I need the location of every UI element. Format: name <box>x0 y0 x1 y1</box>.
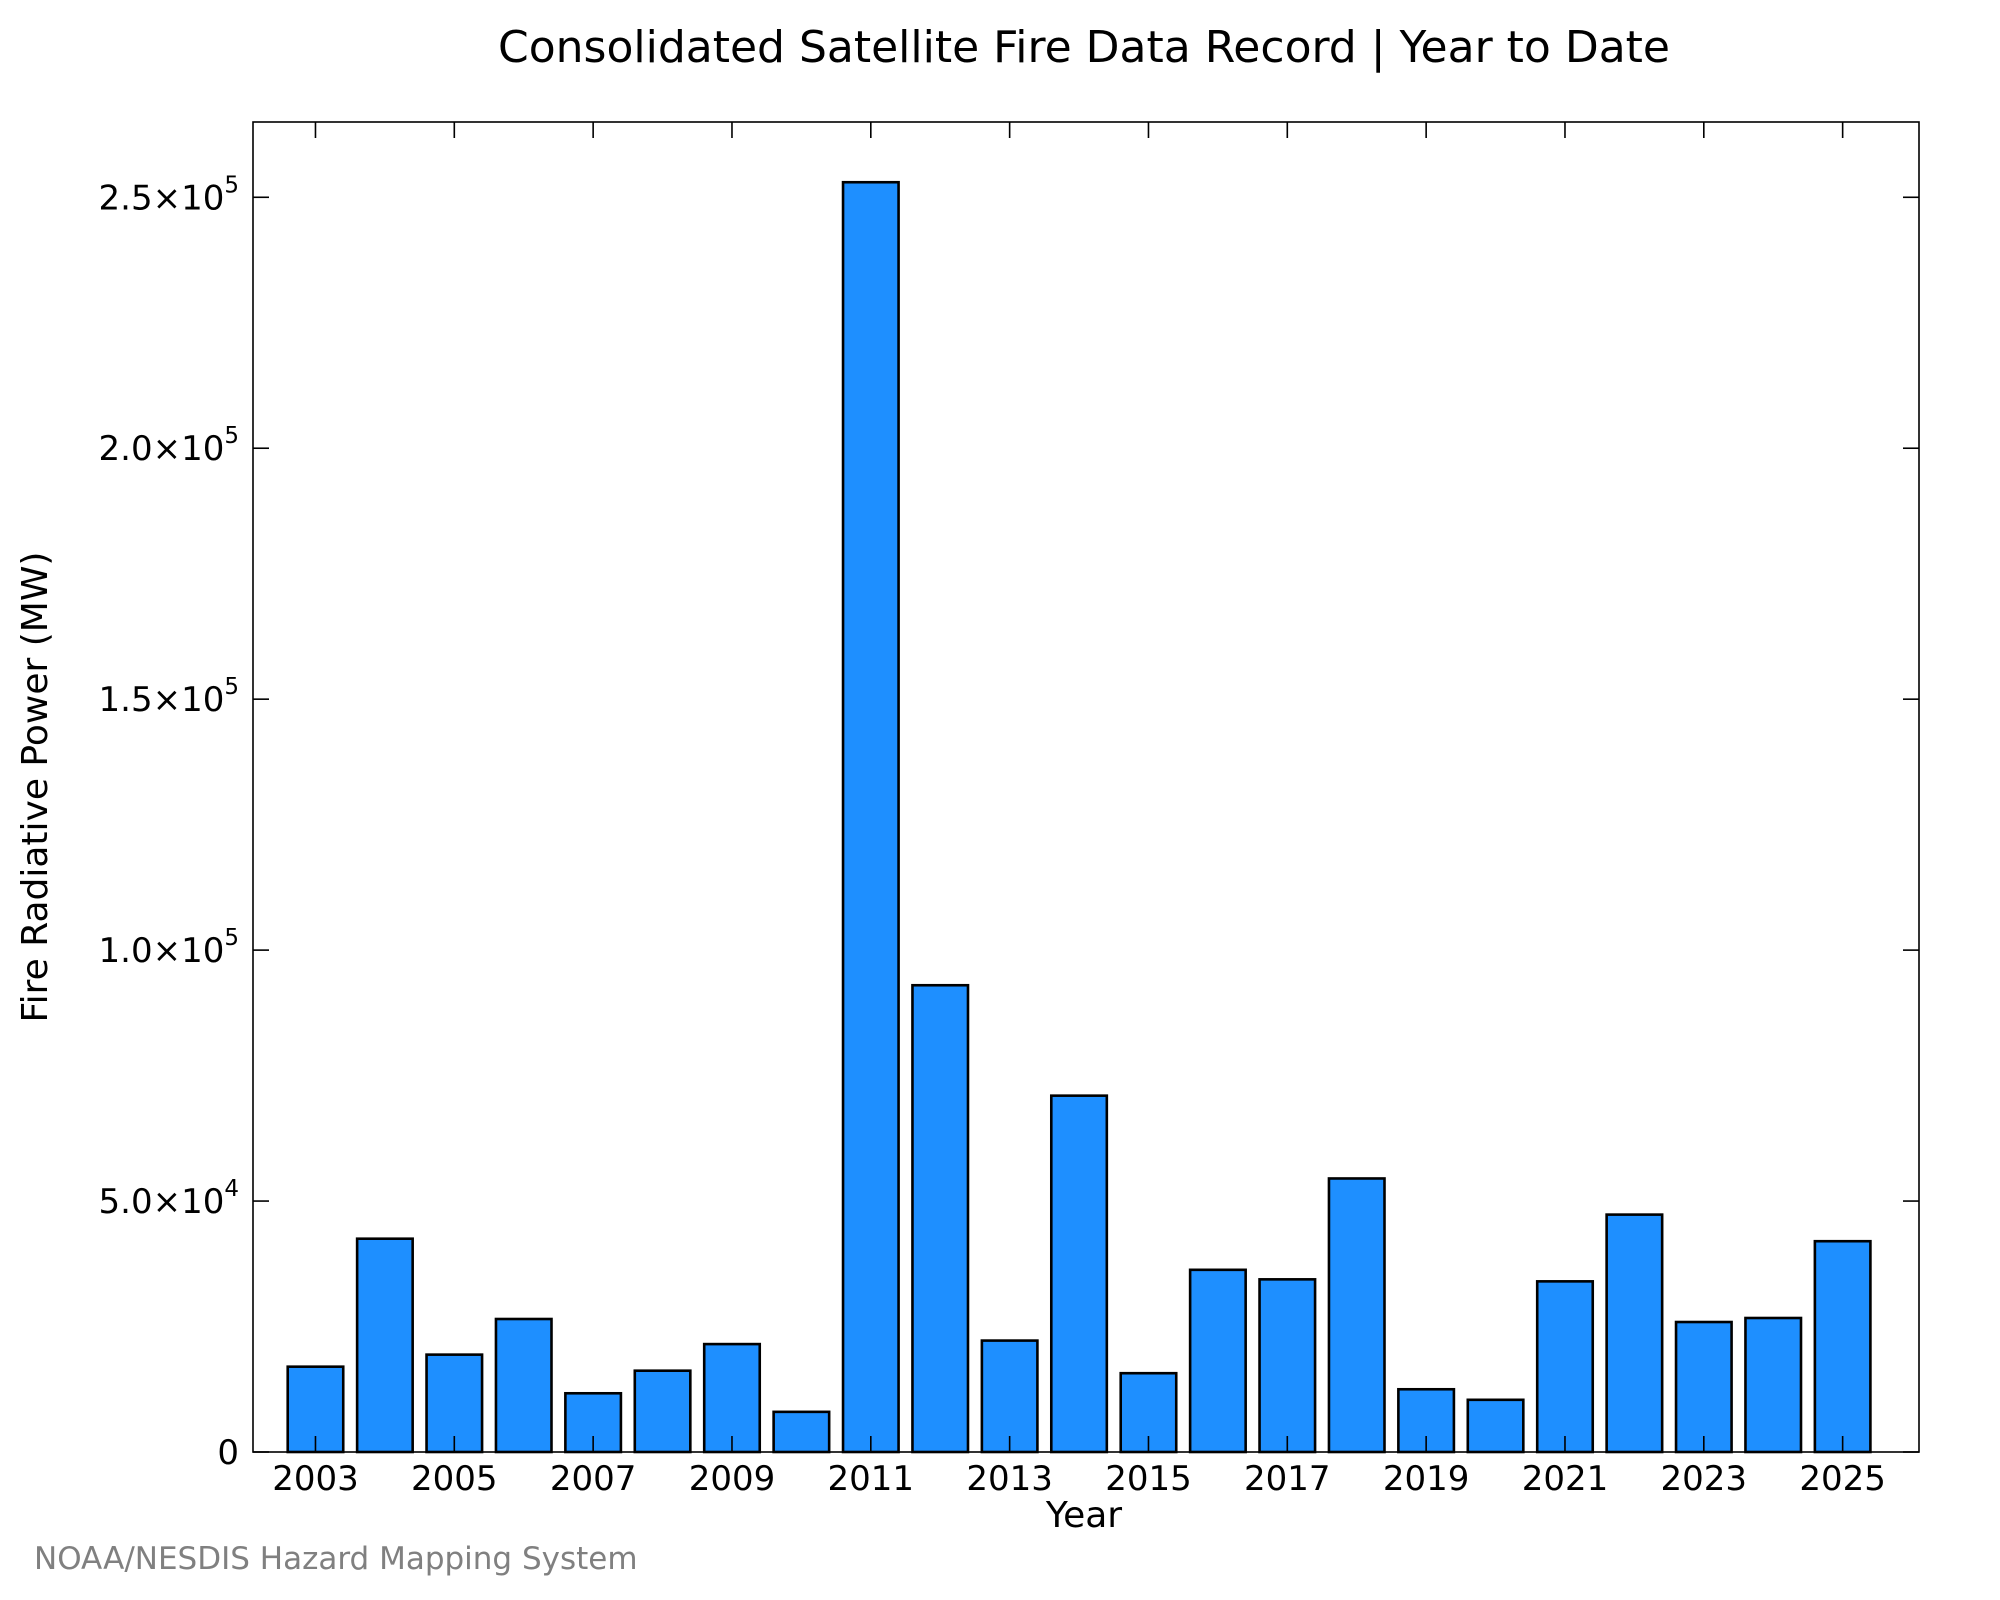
bar-2014 <box>1049 1094 1109 1454</box>
bar-2008 <box>633 1369 692 1454</box>
bar-2006 <box>494 1317 553 1454</box>
x-tick-label-2021: 2021 <box>1522 1459 1609 1499</box>
bar-2011 <box>841 180 900 1454</box>
y-tick-label: 0 <box>217 1433 239 1473</box>
ticks-layer <box>253 122 1919 1453</box>
x-tick-label-2005: 2005 <box>411 1459 498 1499</box>
x-tick-label-2025: 2025 <box>1799 1459 1886 1499</box>
plot-frame <box>252 121 1920 1453</box>
x-tick-label-2019: 2019 <box>1383 1459 1470 1499</box>
chart-title: Consolidated Satellite Fire Data Record … <box>498 22 1670 73</box>
bar-2024 <box>1744 1316 1803 1454</box>
y-axis-label: Fire Radiative Power (MW) <box>15 552 56 1023</box>
x-tick-labels: 2003 2005 2007 2009 2011 2013 2015 2017 2019 2021… <box>272 1459 1886 1499</box>
x-axis-label: Year <box>1045 1495 1122 1536</box>
y-tick-label: 2.5×105 <box>99 172 239 218</box>
x-tick-label-2015: 2015 <box>1105 1459 1192 1499</box>
x-tick-label-2017: 2017 <box>1244 1459 1331 1499</box>
bars-layer <box>286 180 1872 1454</box>
bar-2022 <box>1605 1213 1664 1454</box>
x-tick-label-2023: 2023 <box>1661 1459 1748 1499</box>
y-tick-label: 1.0×105 <box>99 925 239 971</box>
bar-2018 <box>1327 1177 1386 1454</box>
bar-2025 <box>1813 1239 1872 1454</box>
bar-2016 <box>1188 1268 1247 1454</box>
bar-2012 <box>911 983 970 1454</box>
bar-2017 <box>1258 1278 1317 1454</box>
bar-2023 <box>1674 1320 1733 1454</box>
y-tick-labels: 0 5.0×104 1.0×105 1.5×105 2.0×105 2.5×105 <box>99 172 239 1473</box>
y-tick-label: 1.5×105 <box>99 674 239 720</box>
bar-2009 <box>702 1342 762 1454</box>
source-credit: NOAA/NESDIS Hazard Mapping System <box>34 1541 638 1577</box>
x-tick-label-2009: 2009 <box>689 1459 776 1499</box>
y-tick-label: 5.0×104 <box>99 1176 239 1222</box>
x-tick-label-2011: 2011 <box>828 1459 915 1499</box>
bar-2010 <box>772 1410 831 1454</box>
x-tick-label-2003: 2003 <box>272 1459 359 1499</box>
bar-2020 <box>1466 1398 1525 1454</box>
x-tick-label-2013: 2013 <box>966 1459 1053 1499</box>
bar-2021 <box>1535 1280 1595 1454</box>
y-tick-label: 2.0×105 <box>99 423 239 469</box>
x-tick-label-2007: 2007 <box>550 1459 637 1499</box>
bar-2013 <box>980 1339 1039 1454</box>
bar-2004 <box>355 1237 414 1454</box>
